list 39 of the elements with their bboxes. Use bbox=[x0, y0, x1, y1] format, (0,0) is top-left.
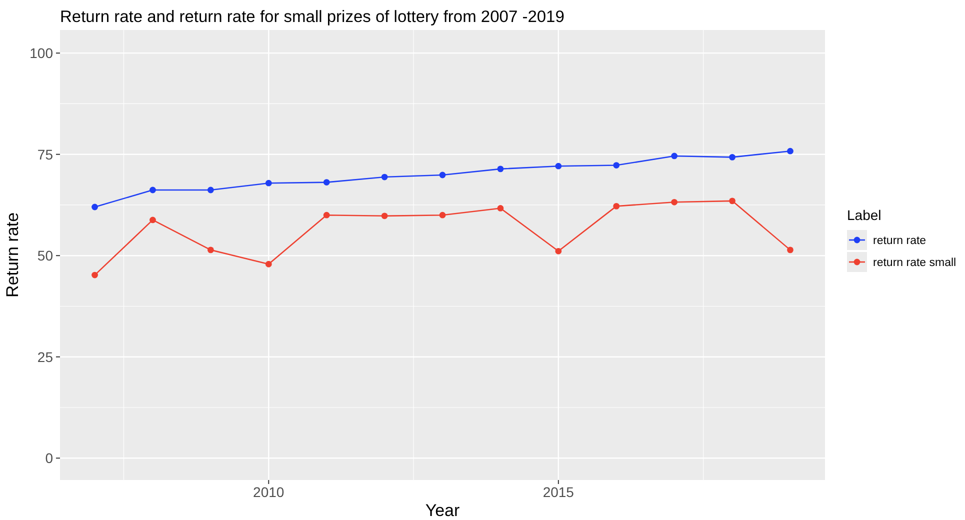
point bbox=[671, 152, 678, 160]
point bbox=[150, 216, 156, 224]
point bbox=[150, 186, 156, 194]
x-tick-label: 2010 bbox=[253, 484, 284, 500]
point bbox=[439, 172, 446, 178]
point bbox=[323, 179, 330, 186]
y-tick-label: 50 bbox=[37, 248, 54, 264]
point bbox=[613, 202, 620, 210]
point bbox=[207, 186, 214, 194]
point bbox=[323, 212, 330, 218]
point bbox=[497, 166, 504, 172]
point bbox=[555, 162, 562, 170]
y-tick-label: 100 bbox=[30, 45, 54, 62]
legend-label: return rate bbox=[873, 235, 926, 247]
point bbox=[265, 260, 272, 268]
point bbox=[613, 162, 620, 168]
legend-title: Label bbox=[847, 207, 882, 223]
y-tick-label: 25 bbox=[37, 348, 54, 365]
y-tick-label: 0 bbox=[45, 450, 54, 466]
legend-label: return rate small bbox=[873, 257, 956, 269]
point bbox=[265, 180, 272, 186]
point bbox=[92, 204, 98, 210]
x-axis-title: Year bbox=[425, 501, 460, 520]
point bbox=[497, 205, 504, 212]
point bbox=[729, 198, 736, 204]
point bbox=[92, 272, 98, 278]
point bbox=[381, 212, 388, 220]
y-axis-title: Return rate bbox=[3, 212, 22, 298]
point bbox=[439, 212, 446, 218]
point bbox=[381, 174, 388, 180]
point bbox=[555, 248, 562, 254]
x-tick-label: 2015 bbox=[542, 484, 574, 500]
y-tick-label: 75 bbox=[37, 146, 54, 162]
chart-title: Return rate and return rate for small prizes of lottery from 2007 -2019 bbox=[60, 8, 564, 26]
point bbox=[787, 246, 794, 254]
point bbox=[729, 154, 736, 160]
point bbox=[671, 198, 678, 206]
point bbox=[787, 148, 794, 154]
point bbox=[207, 246, 214, 254]
